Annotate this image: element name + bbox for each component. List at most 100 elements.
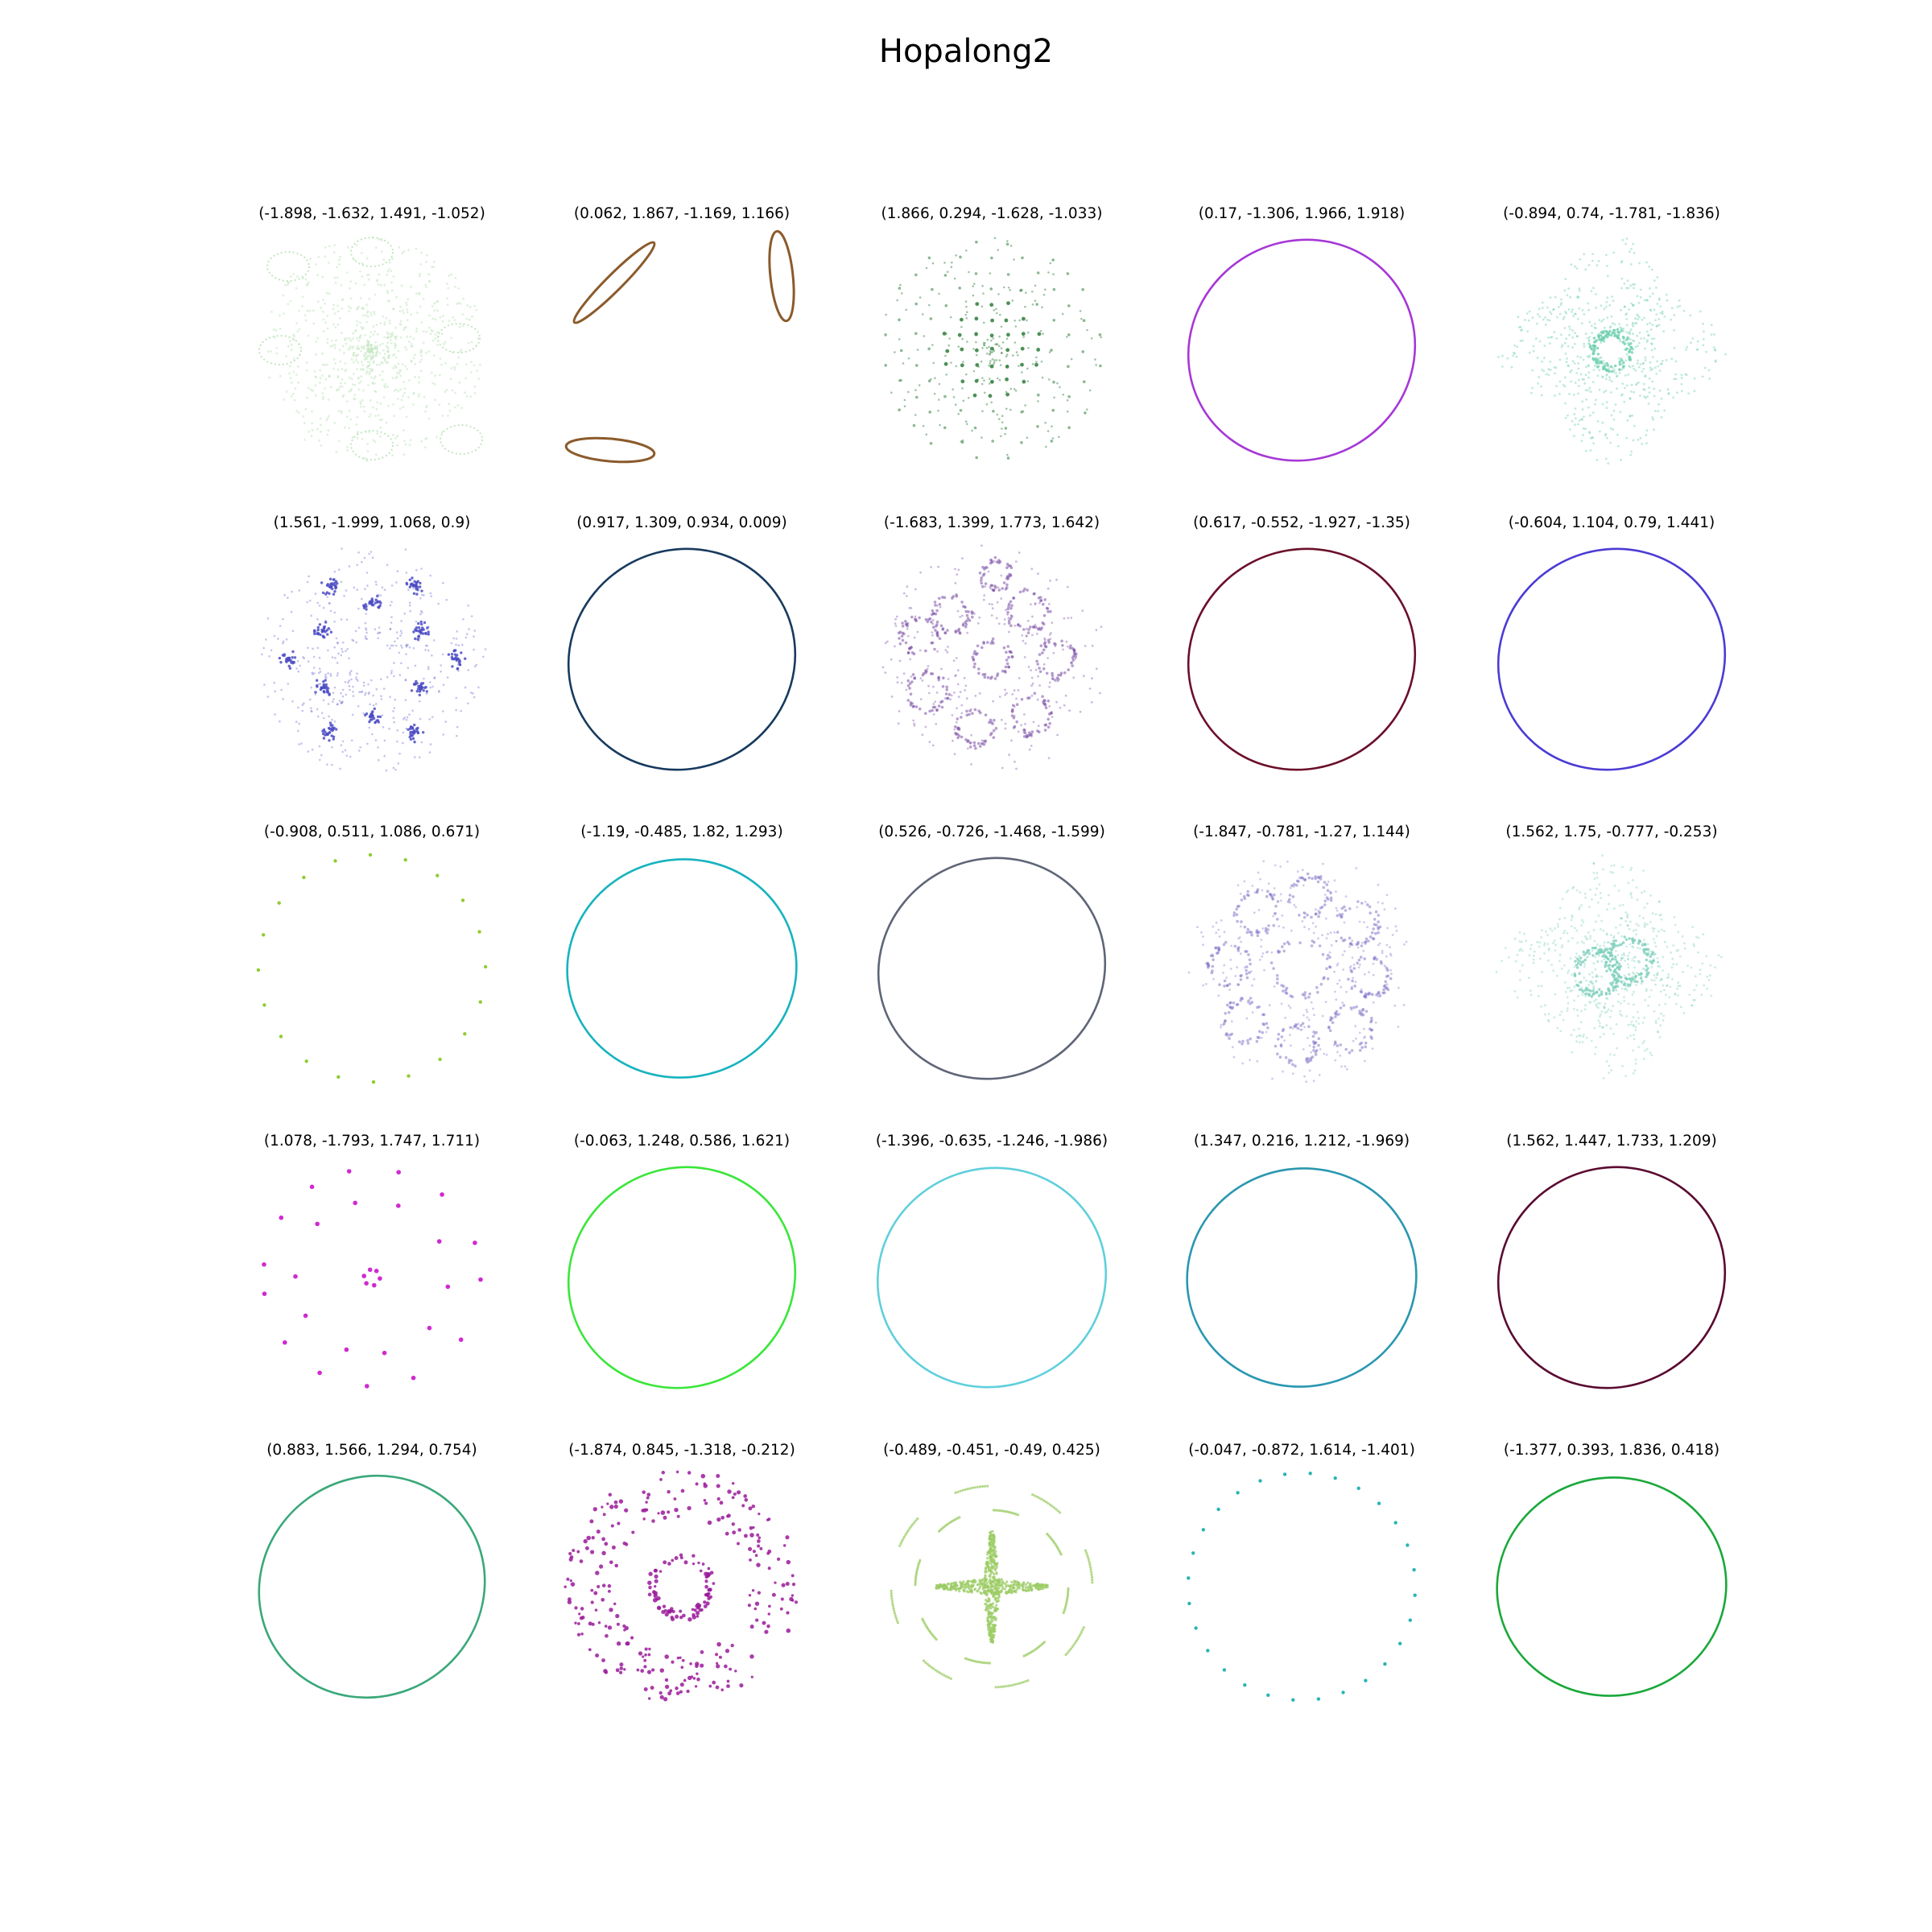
data-point bbox=[1612, 1033, 1615, 1035]
attractor-plot bbox=[567, 547, 797, 771]
data-point bbox=[386, 331, 389, 334]
data-point bbox=[1632, 1003, 1635, 1006]
data-point bbox=[1612, 322, 1614, 325]
data-point bbox=[446, 303, 449, 306]
data-point bbox=[1596, 1002, 1600, 1005]
data-point bbox=[990, 379, 994, 384]
data-point bbox=[344, 749, 347, 752]
data-point bbox=[1302, 911, 1305, 914]
data-point bbox=[919, 677, 923, 679]
data-point bbox=[265, 638, 267, 641]
data-point bbox=[1098, 333, 1102, 336]
data-point bbox=[336, 642, 339, 645]
data-point bbox=[377, 746, 379, 749]
data-point bbox=[1032, 625, 1035, 629]
data-point bbox=[365, 627, 367, 630]
data-point bbox=[968, 712, 971, 716]
data-point bbox=[982, 598, 985, 601]
data-point bbox=[410, 342, 413, 345]
data-point bbox=[1095, 364, 1097, 366]
data-point bbox=[1649, 369, 1653, 372]
data-point bbox=[1710, 333, 1713, 336]
data-point bbox=[1604, 329, 1608, 333]
data-point bbox=[1580, 986, 1583, 989]
data-point bbox=[1574, 423, 1576, 427]
data-point bbox=[1323, 1052, 1326, 1055]
data-point bbox=[290, 610, 293, 613]
data-point bbox=[934, 377, 936, 379]
data-point bbox=[966, 617, 970, 621]
data-point bbox=[336, 703, 339, 705]
data-point bbox=[1378, 994, 1382, 997]
data-point bbox=[1518, 970, 1521, 972]
data-point bbox=[906, 634, 910, 638]
data-point bbox=[419, 717, 422, 720]
data-point bbox=[390, 584, 394, 587]
data-point bbox=[1663, 316, 1666, 318]
data-point bbox=[325, 419, 328, 422]
data-point bbox=[1652, 418, 1655, 421]
data-point bbox=[396, 729, 399, 732]
data-point bbox=[1588, 336, 1591, 339]
data-point bbox=[389, 696, 391, 699]
data-point bbox=[365, 314, 368, 316]
data-point bbox=[389, 628, 392, 630]
data-point bbox=[1326, 977, 1330, 980]
data-point bbox=[1018, 365, 1020, 367]
data-point bbox=[394, 365, 398, 369]
data-point bbox=[1370, 1028, 1373, 1032]
orbit-line bbox=[876, 1166, 1108, 1389]
data-point bbox=[1648, 386, 1650, 390]
data-point bbox=[1030, 603, 1032, 606]
data-point bbox=[364, 635, 367, 638]
data-point bbox=[1335, 939, 1338, 943]
data-point bbox=[1570, 369, 1573, 372]
data-point bbox=[993, 309, 996, 312]
data-point bbox=[967, 610, 970, 613]
data-point bbox=[1306, 1016, 1309, 1019]
data-point bbox=[1052, 380, 1055, 384]
data-point bbox=[1579, 963, 1583, 967]
data-point bbox=[370, 376, 373, 379]
data-point bbox=[1661, 312, 1664, 316]
data-point bbox=[414, 637, 417, 641]
data-point bbox=[1629, 943, 1632, 946]
data-point bbox=[1327, 1025, 1331, 1029]
data-point bbox=[446, 283, 448, 285]
data-point bbox=[296, 659, 299, 663]
data-point bbox=[1265, 951, 1268, 954]
data-point bbox=[1593, 1000, 1596, 1003]
data-point bbox=[1567, 308, 1571, 311]
data-point bbox=[1554, 394, 1556, 397]
data-point bbox=[1050, 711, 1053, 713]
data-point bbox=[365, 605, 368, 609]
data-point bbox=[1312, 1030, 1315, 1034]
data-point bbox=[1028, 748, 1031, 751]
data-point bbox=[1618, 362, 1622, 366]
data-point bbox=[404, 699, 407, 701]
data-point bbox=[1288, 894, 1292, 897]
data-point bbox=[1027, 331, 1030, 334]
data-point bbox=[473, 635, 475, 638]
data-point bbox=[1603, 1006, 1606, 1009]
data-point bbox=[298, 309, 300, 312]
data-point bbox=[437, 690, 440, 692]
subplot-title: (0.17, -1.306, 1.966, 1.918) bbox=[1198, 205, 1406, 222]
data-point bbox=[1043, 637, 1046, 640]
data-point bbox=[1042, 332, 1044, 335]
data-point bbox=[394, 388, 398, 391]
data-point bbox=[1302, 884, 1305, 887]
data-point bbox=[1004, 427, 1008, 430]
data-point bbox=[321, 732, 325, 736]
data-point bbox=[460, 407, 463, 410]
data-point bbox=[336, 276, 339, 279]
data-point bbox=[324, 302, 327, 305]
data-point bbox=[317, 671, 320, 675]
subplot-title: (0.883, 1.566, 1.294, 0.754) bbox=[266, 1442, 477, 1459]
data-point bbox=[1654, 913, 1657, 916]
data-point bbox=[346, 246, 349, 249]
data-point bbox=[1605, 933, 1608, 936]
data-point bbox=[1694, 999, 1696, 1001]
data-point bbox=[1554, 295, 1557, 299]
data-point bbox=[1660, 978, 1663, 980]
